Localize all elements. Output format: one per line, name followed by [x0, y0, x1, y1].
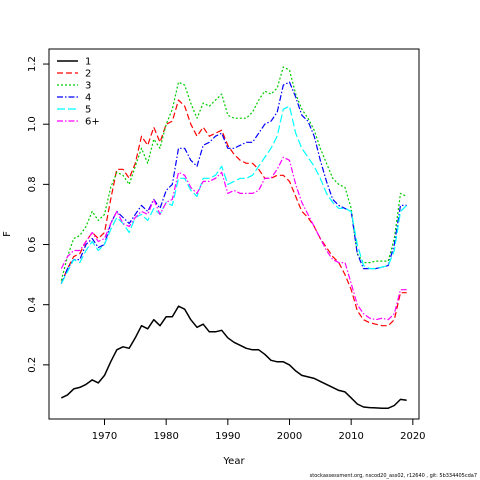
series-line-6plus: [60, 156, 407, 321]
series-line-1: [60, 305, 407, 409]
y-tick-label: 0.8: [27, 176, 38, 192]
y-tick-label: 1.0: [27, 116, 38, 132]
x-tick-label: 1980: [153, 431, 178, 442]
x-tick-label: 2010: [338, 431, 363, 442]
legend-label: 4: [85, 93, 91, 104]
x-axis-title: Year: [222, 456, 245, 467]
x-tick-label: 2000: [277, 431, 302, 442]
y-tick-label: 0.6: [27, 237, 38, 253]
legend-label: 2: [85, 69, 91, 80]
y-axis-title: F: [2, 231, 13, 237]
x-axis: 1970 1980 1990 2000 2010 2020: [92, 418, 426, 442]
footer-caption: stockassessment.org, nscod20_ass02, r126…: [309, 473, 477, 479]
legend-label: 5: [85, 105, 91, 116]
plot-frame: [48, 48, 420, 420]
series-line-3: [60, 66, 407, 281]
legend-label: 3: [85, 81, 91, 92]
series-line-2: [60, 99, 407, 327]
x-tick-label: 1990: [215, 431, 240, 442]
y-tick-label: 0.4: [27, 297, 38, 313]
legend-label: 6+: [85, 117, 100, 128]
y-axis: 0.2 0.4 0.6 0.8 1.0 1.2: [27, 56, 50, 373]
y-tick-label: 0.2: [27, 357, 38, 373]
series-line-4: [60, 81, 407, 284]
x-tick-label: 2020: [400, 431, 425, 442]
series-lines: [60, 66, 408, 409]
series-line-5: [60, 105, 408, 284]
y-tick-label: 1.2: [27, 56, 38, 72]
x-tick-label: 1970: [92, 431, 117, 442]
legend-label: 1: [85, 57, 91, 68]
